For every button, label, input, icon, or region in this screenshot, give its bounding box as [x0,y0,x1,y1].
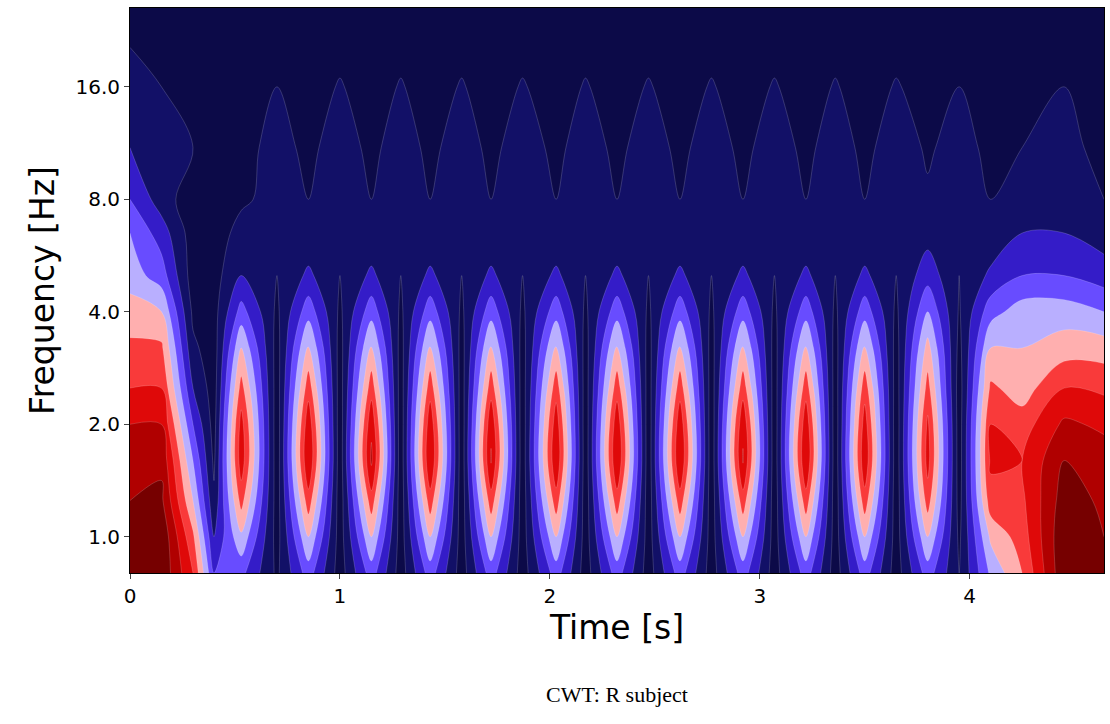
svg-text:4: 4 [963,584,976,608]
svg-text:4.0: 4.0 [88,300,120,324]
svg-text:16.0: 16.0 [75,75,120,99]
svg-text:2: 2 [543,584,556,608]
svg-text:8.0: 8.0 [88,187,120,211]
svg-text:2.0: 2.0 [88,412,120,436]
svg-text:1.0: 1.0 [88,525,120,549]
svg-text:3: 3 [753,584,766,608]
svg-text:Frequency [Hz]: Frequency [Hz] [23,166,62,415]
svg-text:Time [s]: Time [s] [549,608,684,647]
svg-text:0: 0 [124,584,137,608]
svg-text:1: 1 [334,584,347,608]
svg-text:CWT: R subject: CWT: R subject [546,682,688,707]
